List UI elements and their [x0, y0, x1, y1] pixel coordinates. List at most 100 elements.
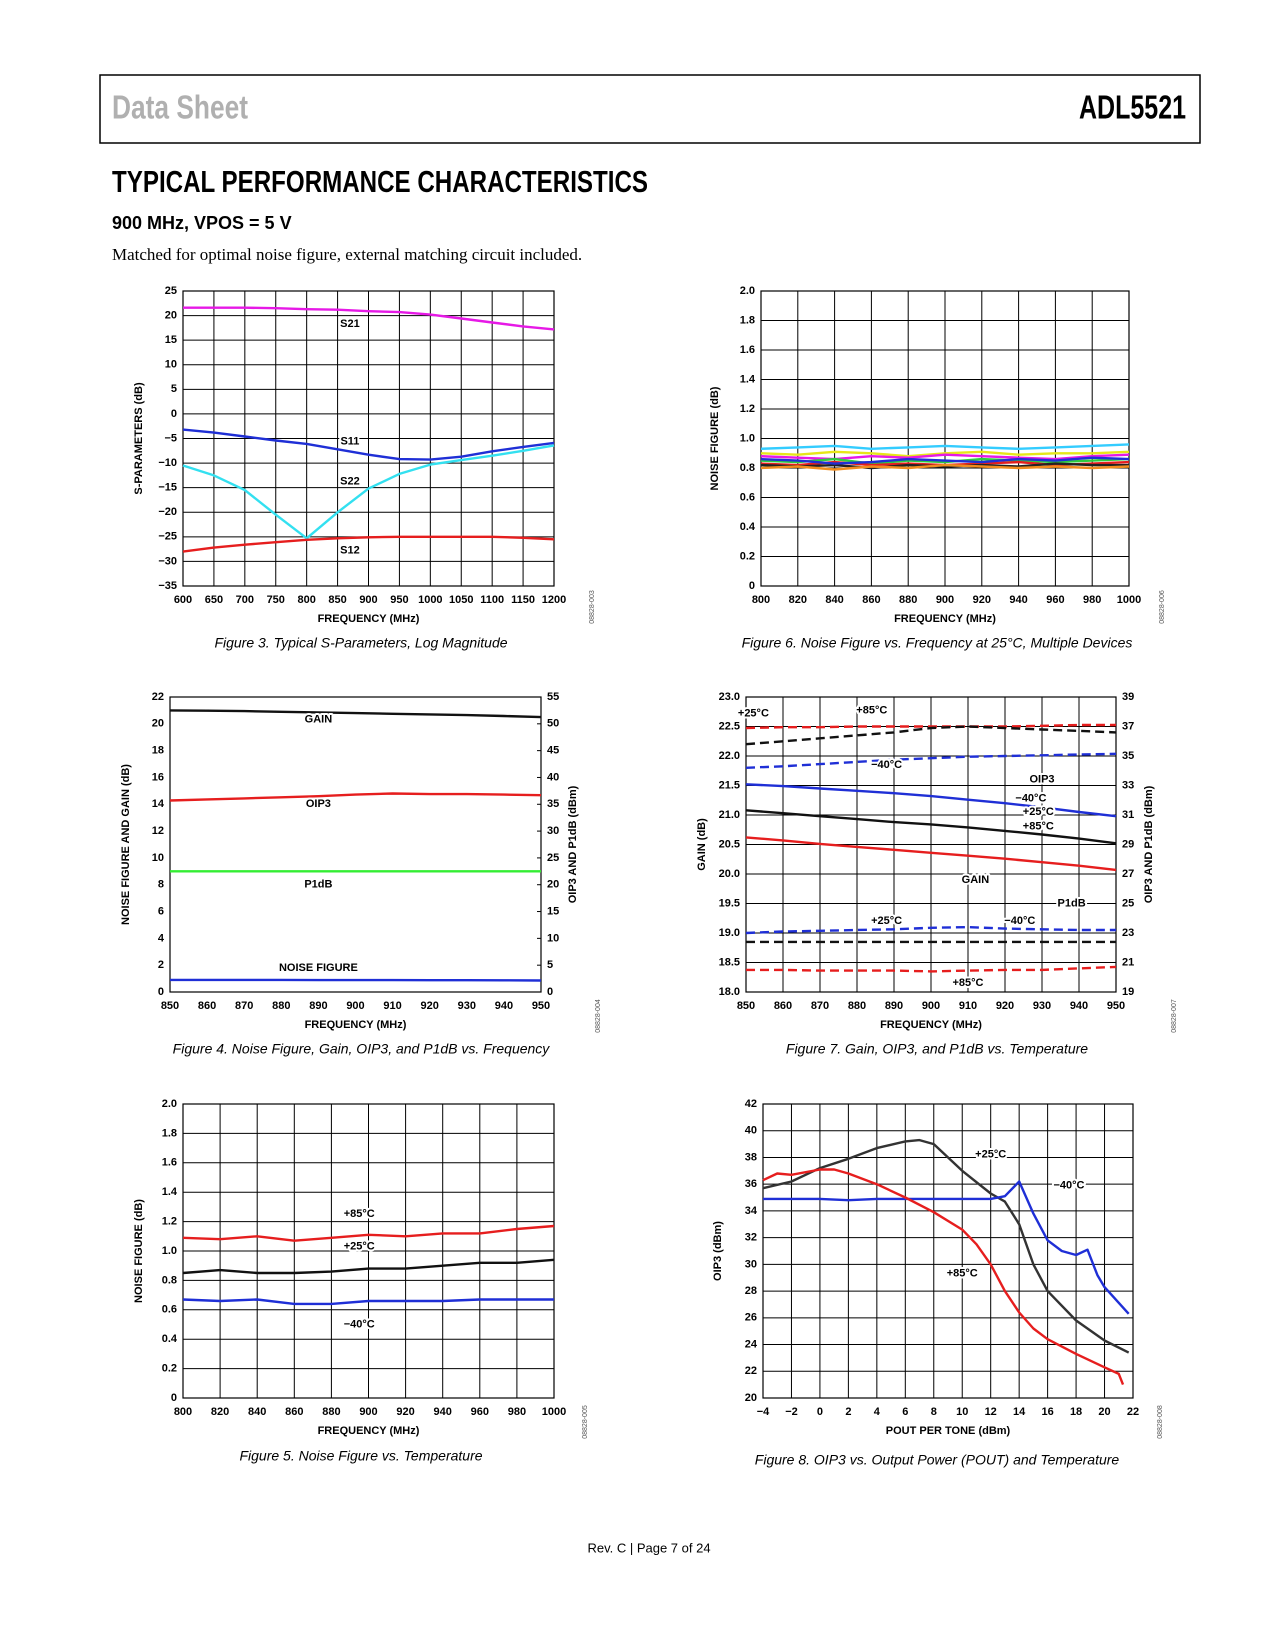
y-tick-label: 19.0	[719, 927, 740, 939]
y-tick-label: −20	[158, 506, 177, 518]
x-tick-label: 1200	[542, 594, 566, 606]
intro: Matched for optimal noise figure, extern…	[112, 245, 582, 264]
y-tick-label: 18	[152, 745, 164, 757]
x-tick-label: 700	[236, 594, 254, 606]
x-tick-label: 1100	[480, 594, 504, 606]
y-axis-label: S-PARAMETERS (dB)	[133, 382, 145, 495]
x-tick-label: 18	[1070, 1406, 1082, 1418]
x-axis-label: FREQUENCY (MHz)	[894, 613, 996, 625]
x-tick-label: 900	[346, 1000, 364, 1012]
x-tick-label: 890	[309, 1000, 327, 1012]
y-tick-label: 4	[158, 932, 165, 944]
y-tick-label: 1.0	[740, 432, 755, 444]
series-line	[170, 978, 542, 982]
plot-frame	[182, 290, 555, 587]
y-tick-label: 1.4	[162, 1186, 178, 1198]
y-tick-label: −5	[164, 432, 177, 444]
x-tick-label: 850	[161, 1000, 179, 1012]
figure-caption: Figure 5. Noise Figure vs. Temperature	[239, 1448, 482, 1464]
x-tick-label: 920	[421, 1000, 439, 1012]
x-tick-label: 840	[248, 1406, 266, 1418]
x-tick-label: 930	[458, 1000, 476, 1012]
annotation: P1dB	[1058, 897, 1086, 909]
x-tick-label: 1000	[1117, 594, 1141, 606]
plot-frame	[760, 290, 1130, 587]
y2-tick-label: 33	[1122, 779, 1134, 791]
annotation: +25°C	[738, 707, 769, 719]
y-axis-label: NOISE FIGURE (dB)	[709, 386, 721, 490]
series-line	[182, 1258, 555, 1275]
x-tick-label: 900	[359, 1406, 377, 1418]
y-tick-label: 1.2	[740, 403, 755, 415]
x-tick-label: 1150	[511, 594, 535, 606]
y-tick-label: 18.0	[719, 986, 740, 998]
x-tick-label: 860	[774, 1000, 792, 1012]
plot-frame	[745, 696, 1117, 993]
x-tick-label: 650	[205, 594, 223, 606]
x-tick-label: 980	[1083, 594, 1101, 606]
x-tick-label: 870	[811, 1000, 829, 1012]
y-tick-label: 0	[171, 1392, 177, 1404]
x-tick-label: 860	[198, 1000, 216, 1012]
annotation: +85°C	[952, 977, 983, 989]
x-tick-label: 800	[297, 594, 315, 606]
x-axis-label: FREQUENCY (MHz)	[880, 1019, 982, 1031]
x-tick-label: 890	[885, 1000, 903, 1012]
y2-tick-label: 29	[1122, 838, 1134, 850]
y-tick-label: 6	[158, 905, 164, 917]
series-line	[760, 457, 1130, 465]
series-line	[183, 306, 555, 331]
x-tick-label: 820	[211, 1406, 229, 1418]
y-tick-label: 0.6	[162, 1304, 177, 1316]
y-tick-label: 0.4	[162, 1333, 178, 1345]
x-tick-label: 14	[1013, 1406, 1026, 1418]
y-tick-label: 22	[745, 1365, 757, 1377]
x-tick-label: 960	[1046, 594, 1064, 606]
x-tick-label: 850	[328, 594, 346, 606]
series-line	[182, 1224, 555, 1242]
y-tick-label: 10	[152, 852, 164, 864]
y2-tick-label: 0	[547, 986, 553, 998]
x-tick-label: 930	[1033, 1000, 1051, 1012]
x-tick-label: 920	[996, 1000, 1014, 1012]
y-tick-label: 0	[171, 408, 177, 420]
series-line	[182, 1298, 554, 1306]
y-tick-label: 24	[745, 1338, 758, 1350]
series-line	[763, 1180, 1130, 1315]
series-label: −40°C	[1053, 1179, 1084, 1191]
x-tick-label: 880	[899, 594, 917, 606]
x-tick-label: 880	[272, 1000, 290, 1012]
series-line	[760, 456, 1130, 465]
x-tick-label: 16	[1041, 1406, 1053, 1418]
x-tick-label: 960	[471, 1406, 489, 1418]
series-line	[169, 709, 542, 719]
series-label: +25°C	[344, 1240, 375, 1252]
y-tick-label: 20	[165, 309, 177, 321]
y-tick-label: 2	[158, 959, 164, 971]
x-tick-label: 4	[874, 1406, 881, 1418]
y-tick-label: 1.8	[740, 314, 755, 326]
x-tick-label: 1000	[418, 594, 442, 606]
y2-tick-label: 25	[1122, 897, 1134, 909]
series-line	[745, 836, 1117, 872]
x-tick-label: 2	[845, 1406, 851, 1418]
y2-axis-label: OIP3 AND P1dB (dBm)	[1143, 785, 1155, 903]
y-tick-label: 25	[165, 285, 177, 297]
y-tick-label: 5	[171, 383, 177, 395]
y-tick-label: 1.6	[162, 1157, 177, 1169]
y-tick-label: 30	[745, 1258, 757, 1270]
x-tick-label: 860	[862, 594, 880, 606]
figure-caption: Figure 7. Gain, OIP3, and P1dB vs. Tempe…	[786, 1041, 1088, 1057]
y2-tick-label: 35	[1122, 750, 1134, 762]
series-line	[760, 450, 1130, 458]
annotation: +25°C	[1023, 806, 1054, 818]
x-tick-label: 940	[434, 1406, 452, 1418]
y-tick-label: 0.2	[162, 1363, 177, 1375]
y-tick-label: −30	[158, 555, 177, 567]
x-tick-label: 920	[973, 594, 991, 606]
y-tick-label: 20.0	[719, 868, 740, 880]
series-label: P1dB	[304, 879, 332, 891]
y-tick-label: 1.2	[162, 1216, 177, 1228]
y2-tick-label: 35	[547, 798, 559, 810]
